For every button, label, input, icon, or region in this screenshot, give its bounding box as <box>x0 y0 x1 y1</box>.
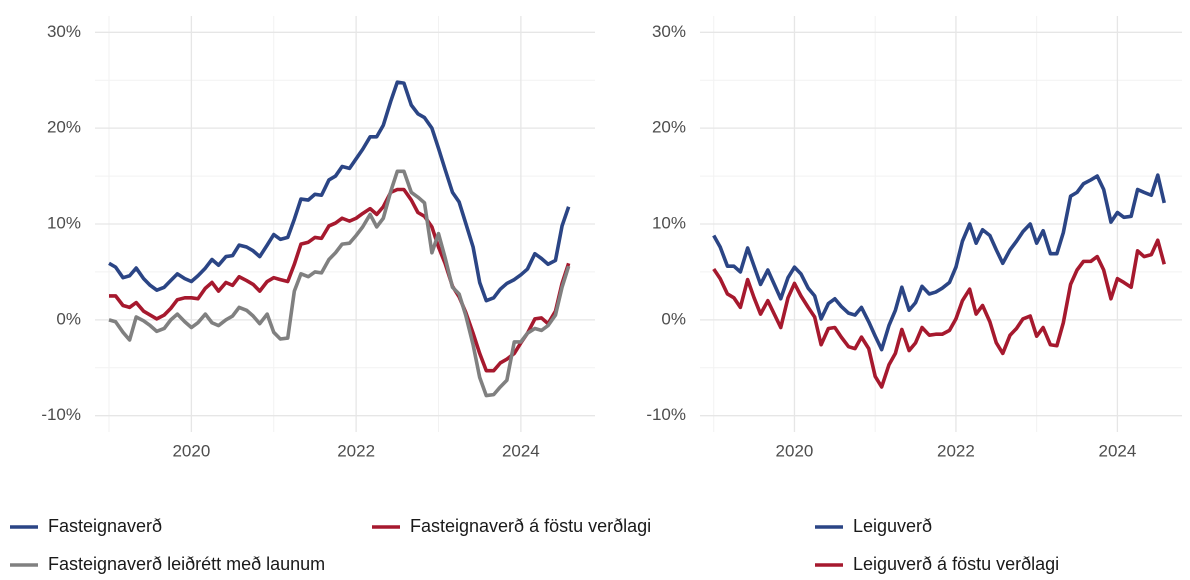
legend-label: Fasteignaverð leiðrétt með launum <box>48 554 325 574</box>
legend-label: Fasteignaverð <box>48 516 162 536</box>
x-tick-label: 2024 <box>1098 441 1136 460</box>
legend-label: Leiguverð á föstu verðlagi <box>853 554 1059 574</box>
legend-label: Fasteignaverð á föstu verðlagi <box>410 516 651 536</box>
series-line <box>108 169 571 398</box>
series-line <box>712 173 1166 352</box>
y-tick-label: 10% <box>652 213 686 232</box>
y-tick-label: 30% <box>652 22 686 41</box>
y-tick-label: 30% <box>47 22 81 41</box>
x-tick-label: 2024 <box>502 441 540 460</box>
y-tick-label: 20% <box>652 118 686 137</box>
y-tick-label: 20% <box>47 118 81 137</box>
x-tick-label: 2022 <box>937 441 975 460</box>
x-tick-label: 2020 <box>776 441 814 460</box>
x-tick-label: 2020 <box>172 441 210 460</box>
x-tick-label: 2022 <box>337 441 375 460</box>
series-line <box>108 80 571 303</box>
legend-label: Leiguverð <box>853 516 932 536</box>
series-line <box>109 187 571 373</box>
y-tick-label: -10% <box>646 405 686 424</box>
y-tick-label: 0% <box>661 309 686 328</box>
series-line <box>712 238 1166 389</box>
y-tick-label: 10% <box>47 213 81 232</box>
y-tick-label: 0% <box>56 309 81 328</box>
y-tick-label: -10% <box>41 405 81 424</box>
